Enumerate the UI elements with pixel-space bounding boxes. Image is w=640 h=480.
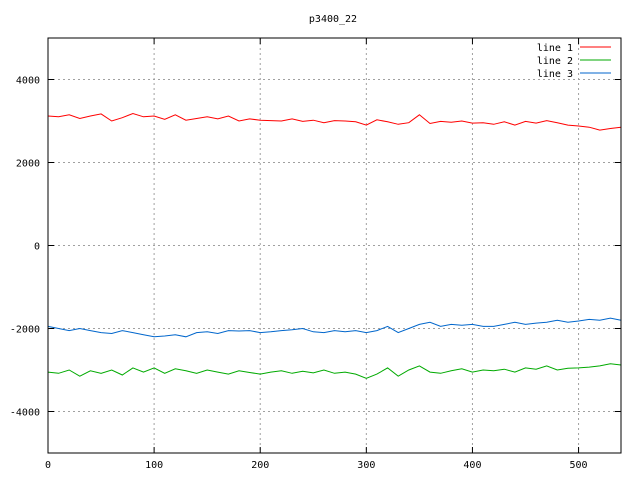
x-tick-label: 0 — [45, 460, 51, 471]
legend-label: line 3 — [537, 69, 573, 80]
legend: line 1 line 2 line 3 — [537, 43, 611, 80]
x-tick-label: 200 — [251, 460, 269, 471]
x-tick-label: 400 — [463, 460, 481, 471]
series-line-line-3 — [47, 317, 622, 338]
legend-label: line 1 — [537, 43, 573, 54]
series-line-line-1 — [47, 112, 622, 131]
y-tick-label: 2000 — [16, 159, 40, 170]
series-lines — [47, 112, 622, 379]
axis-ticks: 0 100 200 300 400 500 -4000 -2000 0 2000 4000 — [10, 38, 621, 471]
x-tick-label: 100 — [145, 460, 163, 471]
y-tick-label: 0 — [34, 242, 40, 253]
y-tick-label: -2000 — [10, 325, 40, 336]
x-tick-label: 500 — [570, 460, 588, 471]
grid-lines — [47, 38, 621, 453]
chart-title: p3400_22 — [309, 14, 357, 25]
legend-label: line 2 — [537, 56, 573, 67]
series-line-line-2 — [47, 363, 622, 379]
y-tick-label: -4000 — [10, 408, 40, 419]
x-tick-label: 300 — [357, 460, 375, 471]
y-tick-label: 4000 — [16, 76, 40, 87]
